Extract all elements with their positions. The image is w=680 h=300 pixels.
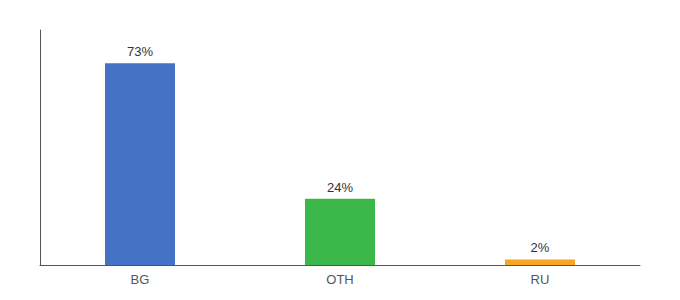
- svg-text:OTH: OTH: [326, 272, 353, 287]
- svg-text:2%: 2%: [531, 240, 550, 255]
- svg-text:24%: 24%: [327, 180, 353, 195]
- svg-text:73%: 73%: [127, 44, 153, 59]
- svg-text:RU: RU: [531, 272, 550, 287]
- svg-text:BG: BG: [131, 272, 150, 287]
